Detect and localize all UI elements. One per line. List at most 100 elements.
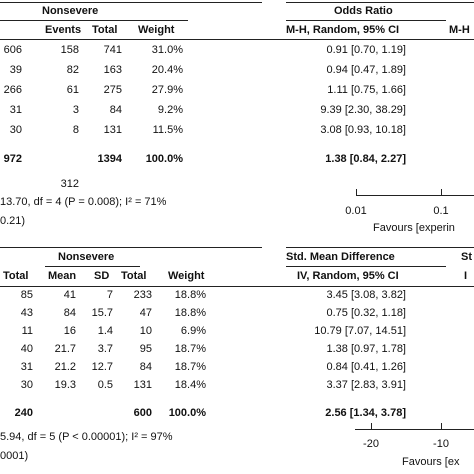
table-cell: 240: [14, 407, 33, 419]
table-cell: 30: [20, 379, 33, 391]
table-cell: 0.75 [0.32, 1.18]: [326, 307, 406, 319]
top-col-weight: Weight: [138, 24, 175, 36]
table-cell: 41: [63, 289, 76, 301]
table-cell: 1.38 [0.84, 2.27]: [325, 153, 406, 165]
axis-tick: [441, 189, 442, 195]
table-cell: 11.5%: [152, 124, 183, 136]
table-cell: 0.84 [0.41, 1.26]: [326, 361, 406, 373]
table-cell: 31: [9, 104, 22, 116]
top-col-method: M-H, Random, 95% CI: [286, 24, 400, 36]
bottom-stat-header: Std. Mean Difference: [286, 251, 395, 263]
table-cell: 100.0%: [168, 407, 206, 419]
table-cell: 95: [139, 343, 152, 355]
table-cell: 31.0%: [151, 44, 183, 56]
bottom-col-mean: Mean: [48, 270, 77, 282]
table-cell: 3.37 [2.83, 3.91]: [326, 379, 406, 391]
table-cell: 3.08 [0.93, 10.18]: [320, 124, 406, 136]
bottom-col-total: Total: [121, 270, 147, 282]
table-cell: 600: [133, 407, 152, 419]
table-cell: 84: [139, 361, 152, 373]
axis-favours-label: Favours [ex: [402, 456, 460, 468]
table-cell: 1.11 [0.75, 1.66]: [327, 84, 406, 96]
bottom-cut-right-sub: I: [464, 270, 468, 282]
bottom-overall-effect: 0001): [0, 450, 29, 462]
top-group-header: Nonsevere: [42, 5, 99, 17]
table-cell: 11: [21, 325, 33, 337]
table-cell: 61: [66, 84, 79, 96]
table-cell: 1.38 [0.97, 1.78]: [326, 343, 406, 355]
bottom-col-total-a: Total: [3, 270, 29, 282]
table-cell: 158: [60, 44, 79, 56]
table-cell: 12.7: [91, 361, 113, 373]
table-cell: 84: [109, 104, 122, 116]
top-heterogeneity: 13.70, df = 4 (P = 0.008); I² = 71%: [0, 196, 167, 208]
table-cell: 7: [106, 289, 113, 301]
top-stat-header: Odds Ratio: [334, 5, 393, 17]
table-cell: 9.2%: [157, 104, 183, 116]
table-cell: 82: [66, 64, 79, 76]
bottom-cut-right-header: St: [461, 251, 472, 263]
table-cell: 2.56 [1.34, 3.78]: [325, 407, 406, 419]
top-header-line-left: [0, 2, 262, 3]
table-cell: 47: [139, 307, 152, 319]
table-cell: 131: [133, 379, 152, 391]
table-cell: 275: [103, 84, 122, 96]
table-cell: 233: [133, 289, 152, 301]
table-cell: 43: [20, 307, 33, 319]
table-cell: 10.79 [7.07, 14.51]: [314, 325, 406, 337]
axis-line: [355, 429, 474, 430]
bottom-subheader-line: [0, 286, 474, 287]
table-cell: 16: [63, 325, 76, 337]
axis-tick-label: -10: [433, 438, 449, 450]
table-cell: 85: [20, 289, 33, 301]
axis-tick: [441, 423, 442, 429]
axis-tick-label: -20: [363, 438, 379, 450]
top-cut-right-header: M-H: [449, 24, 470, 36]
top-group-underline: [0, 20, 188, 21]
top-events-total: 312: [60, 178, 79, 190]
table-cell: 741: [103, 44, 122, 56]
table-cell: 84: [63, 307, 76, 319]
table-cell: 1394: [97, 153, 122, 165]
axis-tick-label: 0.1: [433, 205, 449, 217]
table-cell: 39: [9, 64, 22, 76]
table-cell: 8: [72, 124, 79, 136]
table-cell: 18.7%: [174, 361, 206, 373]
table-cell: 3.45 [3.08, 3.82]: [326, 289, 406, 301]
bottom-stat-underline: [286, 266, 446, 267]
table-cell: 131: [103, 124, 122, 136]
table-cell: 972: [3, 153, 22, 165]
top-overall-effect: 0.21): [0, 215, 26, 227]
table-cell: 1.4: [97, 325, 113, 337]
axis-tick: [371, 423, 372, 429]
table-cell: 0.94 [0.47, 1.89]: [326, 64, 406, 76]
axis-tick: [356, 189, 357, 195]
bottom-col-weight: Weight: [168, 270, 205, 282]
table-cell: 40: [20, 343, 33, 355]
table-cell: 18.4%: [174, 379, 206, 391]
table-cell: 31: [20, 361, 33, 373]
top-col-events: Events: [45, 24, 82, 36]
table-cell: 21.2: [54, 361, 76, 373]
table-cell: 30: [9, 124, 22, 136]
table-cell: 20.4%: [151, 64, 183, 76]
table-cell: 18.7%: [174, 343, 206, 355]
table-cell: 27.9%: [151, 84, 183, 96]
table-cell: 18.8%: [174, 307, 206, 319]
table-cell: 0.91 [0.70, 1.19]: [326, 44, 406, 56]
bottom-header-line-left: [0, 247, 262, 248]
top-stat-underline: [286, 20, 446, 21]
axis-favours-label: Favours [experin: [373, 222, 455, 234]
bottom-group-header: Nonsevere: [58, 251, 115, 263]
axis-tick-label: 0.01: [345, 205, 367, 217]
table-cell: 6.9%: [180, 325, 206, 337]
table-cell: 0.5: [97, 379, 113, 391]
table-cell: 163: [103, 64, 122, 76]
bottom-group-underline: [45, 266, 140, 267]
table-cell: 9.39 [2.30, 38.29]: [320, 104, 406, 116]
bottom-heterogeneity: 5.94, df = 5 (P < 0.00001); I² = 97%: [0, 431, 173, 443]
table-cell: 21.7: [54, 343, 76, 355]
top-header-line-right: [286, 2, 474, 3]
bottom-col-method: IV, Random, 95% CI: [297, 270, 399, 282]
table-cell: 3.7: [97, 343, 113, 355]
